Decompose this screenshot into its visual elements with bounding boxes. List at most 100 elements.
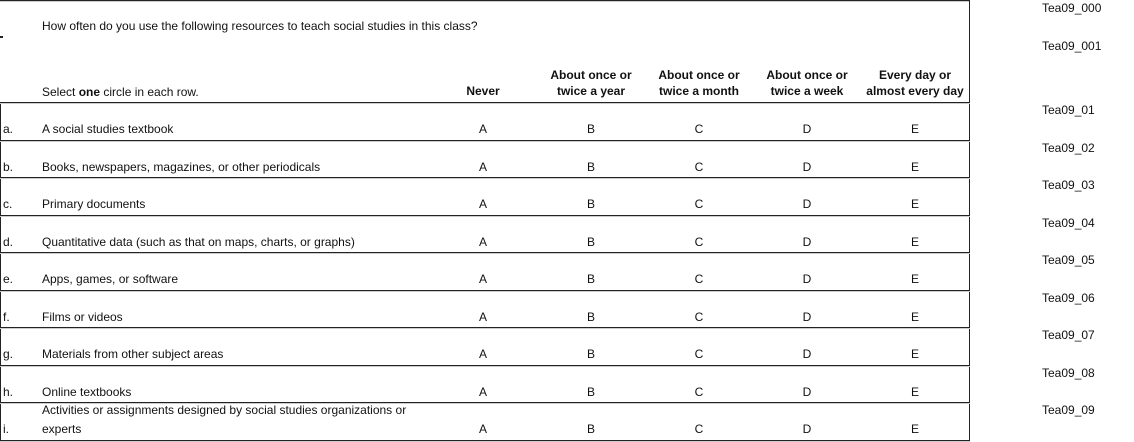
column-header: About once or twice a week	[753, 67, 861, 99]
response-option[interactable]: A	[478, 310, 487, 324]
row-letter: a.	[3, 122, 14, 136]
column-header-line2: twice a year	[556, 84, 626, 98]
row-code: Tea09_02	[1042, 141, 1095, 155]
instruction-post: circle in each row.	[100, 85, 199, 99]
row-code: Tea09_01	[1042, 103, 1095, 117]
right-border	[969, 0, 970, 441]
row-label: A social studies textbook	[42, 122, 174, 136]
header-code-1: Tea09_001	[1042, 39, 1102, 53]
response-option[interactable]: A	[478, 347, 487, 361]
response-option[interactable]: B	[586, 160, 595, 174]
response-option[interactable]: D	[802, 160, 812, 174]
response-option[interactable]: C	[694, 160, 704, 174]
response-option[interactable]: E	[910, 385, 919, 399]
row-code: Tea09_06	[1042, 291, 1095, 305]
row-code: Tea09_05	[1042, 253, 1095, 267]
column-header: About once or twice a year	[537, 67, 645, 99]
response-option[interactable]: D	[802, 347, 812, 361]
response-option[interactable]: C	[694, 347, 704, 361]
row-letter: c.	[3, 197, 13, 211]
response-option[interactable]: E	[910, 122, 919, 136]
row-divider	[0, 215, 970, 217]
row-code: Tea09_03	[1042, 178, 1095, 192]
column-header-line1: About once or	[658, 68, 740, 82]
row-label: Online textbooks	[42, 385, 132, 399]
row-label: Films or videos	[42, 310, 123, 324]
response-option[interactable]: D	[802, 122, 812, 136]
column-header-line2: twice a week	[770, 84, 844, 98]
tick-mark	[0, 36, 3, 38]
response-option[interactable]: A	[478, 385, 487, 399]
header-code-0: Tea09_000	[1042, 1, 1102, 15]
response-option[interactable]: A	[478, 160, 487, 174]
response-option[interactable]: D	[802, 235, 812, 249]
column-header-line1: About once or	[766, 68, 848, 82]
row-label-line2: experts	[42, 422, 82, 436]
response-option[interactable]: E	[910, 422, 919, 436]
response-option[interactable]: B	[586, 122, 595, 136]
response-option[interactable]: C	[694, 385, 704, 399]
row-divider	[0, 327, 970, 329]
response-option[interactable]: B	[586, 235, 595, 249]
response-option[interactable]: C	[694, 197, 704, 211]
row-code: Tea09_08	[1042, 366, 1095, 380]
response-option[interactable]: E	[910, 160, 919, 174]
row-letter: f.	[3, 310, 10, 324]
response-option[interactable]: A	[478, 272, 487, 286]
row-divider	[0, 252, 970, 254]
column-header-line2: almost every day	[866, 84, 964, 98]
row-letter: g.	[3, 347, 14, 361]
row-label: Primary documents	[42, 197, 146, 211]
column-header: Every day or almost every day	[861, 67, 969, 99]
top-border	[0, 0, 970, 2]
response-option[interactable]: A	[478, 197, 487, 211]
row-label: Apps, games, or software	[42, 272, 179, 286]
row-label: Materials from other subject areas	[42, 347, 224, 361]
response-option[interactable]: C	[694, 310, 704, 324]
row-divider	[0, 177, 970, 179]
row-label: Activities or assignments designed by so…	[42, 403, 407, 417]
row-divider	[0, 402, 970, 404]
response-option[interactable]: A	[478, 235, 487, 249]
column-header-line2: twice a month	[658, 84, 739, 98]
response-option[interactable]: A	[478, 422, 487, 436]
response-option[interactable]: D	[802, 197, 812, 211]
response-option[interactable]: E	[910, 197, 919, 211]
column-header: About once or twice a month	[645, 67, 753, 99]
row-label: Books, newspapers, magazines, or other p…	[42, 160, 321, 174]
response-option[interactable]: D	[802, 272, 812, 286]
row-letter: i.	[3, 422, 9, 436]
response-option[interactable]: B	[586, 197, 595, 211]
row-divider	[0, 365, 970, 367]
response-option[interactable]: E	[910, 310, 919, 324]
response-option[interactable]: E	[910, 272, 919, 286]
instruction-bold: one	[78, 85, 101, 99]
response-option[interactable]: B	[586, 422, 595, 436]
response-option[interactable]: B	[586, 347, 595, 361]
response-option[interactable]: D	[802, 385, 812, 399]
response-option[interactable]: C	[694, 272, 704, 286]
row-code: Tea09_04	[1042, 216, 1095, 230]
row-code: Tea09_07	[1042, 328, 1095, 342]
response-option[interactable]: B	[586, 310, 595, 324]
response-option[interactable]: C	[694, 235, 704, 249]
row-letter: e.	[3, 272, 14, 286]
instruction-pre: Select	[42, 85, 79, 99]
row-divider	[0, 140, 970, 142]
column-header-line1: Every day or	[878, 68, 952, 82]
instruction-text: Select one circle in each row.	[42, 85, 199, 99]
response-option[interactable]: B	[586, 385, 595, 399]
column-header-line1	[429, 67, 537, 83]
response-option[interactable]: D	[802, 422, 812, 436]
row-label: Quantitative data (such as that on maps,…	[42, 235, 355, 249]
response-option[interactable]: C	[694, 122, 704, 136]
row-divider	[0, 102, 970, 104]
response-option[interactable]: A	[478, 122, 487, 136]
column-header-line2: Never	[466, 84, 500, 98]
row-letter: b.	[3, 160, 14, 174]
response-option[interactable]: E	[910, 235, 919, 249]
response-option[interactable]: C	[694, 422, 704, 436]
response-option[interactable]: D	[802, 310, 812, 324]
response-option[interactable]: B	[586, 272, 595, 286]
response-option[interactable]: E	[910, 347, 919, 361]
